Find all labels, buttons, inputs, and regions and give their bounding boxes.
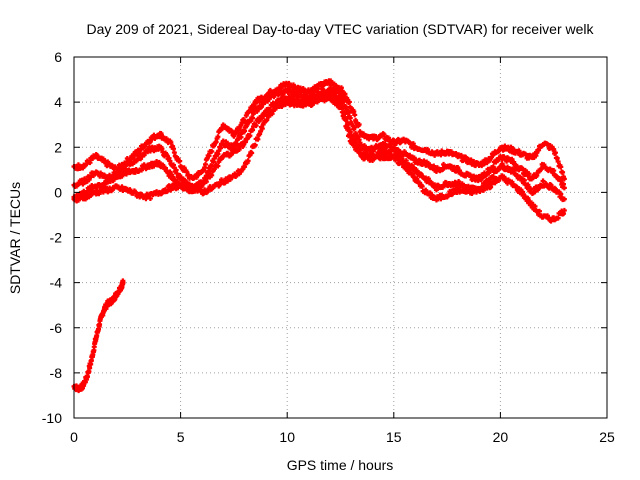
data-point bbox=[403, 158, 409, 164]
data-point bbox=[555, 159, 561, 165]
data-point bbox=[492, 180, 498, 186]
data-point bbox=[342, 116, 348, 122]
data-point bbox=[561, 176, 567, 182]
data-points bbox=[71, 78, 567, 394]
x-axis-label: GPS time / hours bbox=[287, 457, 394, 473]
x-tick-label: 20 bbox=[493, 429, 509, 445]
data-point bbox=[560, 169, 566, 175]
data-point bbox=[158, 130, 164, 136]
data-point bbox=[215, 163, 221, 169]
data-point bbox=[209, 148, 215, 154]
data-point bbox=[561, 196, 567, 202]
x-tick-label: 0 bbox=[70, 429, 78, 445]
data-point bbox=[167, 169, 173, 175]
data-point bbox=[258, 128, 264, 134]
data-point bbox=[490, 164, 496, 170]
data-point bbox=[558, 164, 564, 170]
axis-ticks: 0 5 10 15 20 25 -10 -8 -6 -4 -2 0 2 4 6 bbox=[42, 49, 615, 445]
data-point bbox=[253, 123, 259, 129]
data-point bbox=[455, 164, 461, 170]
data-point bbox=[247, 133, 253, 139]
series-pass-4 bbox=[71, 93, 567, 224]
data-point bbox=[139, 167, 145, 173]
data-point bbox=[202, 161, 208, 167]
data-point bbox=[250, 115, 256, 121]
data-point bbox=[346, 99, 352, 105]
chart-title: Day 209 of 2021, Sidereal Day-to-day VTE… bbox=[86, 21, 594, 37]
data-point bbox=[252, 142, 258, 148]
data-point bbox=[209, 172, 215, 178]
y-tick-label: -2 bbox=[50, 230, 63, 246]
data-point bbox=[458, 152, 464, 158]
x-tick-label: 25 bbox=[599, 429, 615, 445]
data-point bbox=[168, 139, 174, 145]
data-point bbox=[356, 121, 362, 127]
data-point bbox=[561, 185, 567, 191]
data-point bbox=[279, 104, 285, 110]
data-point bbox=[352, 112, 358, 118]
data-point bbox=[526, 171, 532, 177]
data-point bbox=[275, 92, 281, 98]
data-point bbox=[215, 134, 221, 140]
data-point bbox=[218, 145, 224, 151]
data-point bbox=[540, 178, 546, 184]
data-point bbox=[245, 158, 251, 164]
data-point bbox=[259, 126, 265, 132]
data-point bbox=[338, 104, 344, 110]
y-tick-label: 6 bbox=[54, 49, 62, 65]
data-point bbox=[258, 104, 264, 110]
data-point bbox=[87, 160, 93, 166]
data-point bbox=[352, 124, 358, 130]
data-point bbox=[341, 98, 347, 104]
y-tick-label: -6 bbox=[50, 320, 63, 336]
data-point bbox=[536, 208, 542, 214]
data-point bbox=[238, 134, 244, 140]
data-point bbox=[410, 141, 416, 147]
data-point bbox=[342, 91, 348, 97]
data-point bbox=[249, 150, 255, 156]
data-point bbox=[345, 127, 351, 133]
data-point bbox=[551, 168, 557, 174]
data-point bbox=[555, 215, 561, 221]
data-point bbox=[177, 158, 183, 164]
data-point bbox=[147, 195, 153, 201]
data-point bbox=[440, 166, 446, 172]
y-tick-label: 4 bbox=[54, 94, 62, 110]
data-point bbox=[456, 178, 462, 184]
series-pass-2 bbox=[71, 84, 567, 193]
x-tick-label: 5 bbox=[177, 429, 185, 445]
data-point bbox=[203, 179, 209, 185]
y-tick-label: -8 bbox=[50, 365, 63, 381]
data-point bbox=[538, 166, 544, 172]
data-point bbox=[335, 100, 341, 106]
x-tick-label: 15 bbox=[386, 429, 402, 445]
y-tick-label: -10 bbox=[42, 410, 62, 426]
y-tick-label: 2 bbox=[54, 139, 62, 155]
data-point bbox=[120, 280, 126, 286]
data-point bbox=[394, 156, 400, 162]
data-point bbox=[551, 146, 557, 152]
data-point bbox=[561, 207, 567, 213]
y-tick-label: 0 bbox=[54, 184, 62, 200]
data-point bbox=[525, 195, 531, 201]
data-point bbox=[286, 94, 292, 100]
data-point bbox=[433, 187, 439, 193]
data-point bbox=[339, 94, 345, 100]
data-point bbox=[419, 183, 425, 189]
grid-lines bbox=[74, 57, 607, 418]
data-point bbox=[552, 150, 558, 156]
y-axis-label: SDTVAR / TECUs bbox=[7, 182, 23, 294]
y-tick-label: -4 bbox=[50, 275, 63, 291]
x-tick-label: 10 bbox=[279, 429, 295, 445]
data-point bbox=[346, 131, 352, 137]
data-point bbox=[330, 95, 336, 101]
